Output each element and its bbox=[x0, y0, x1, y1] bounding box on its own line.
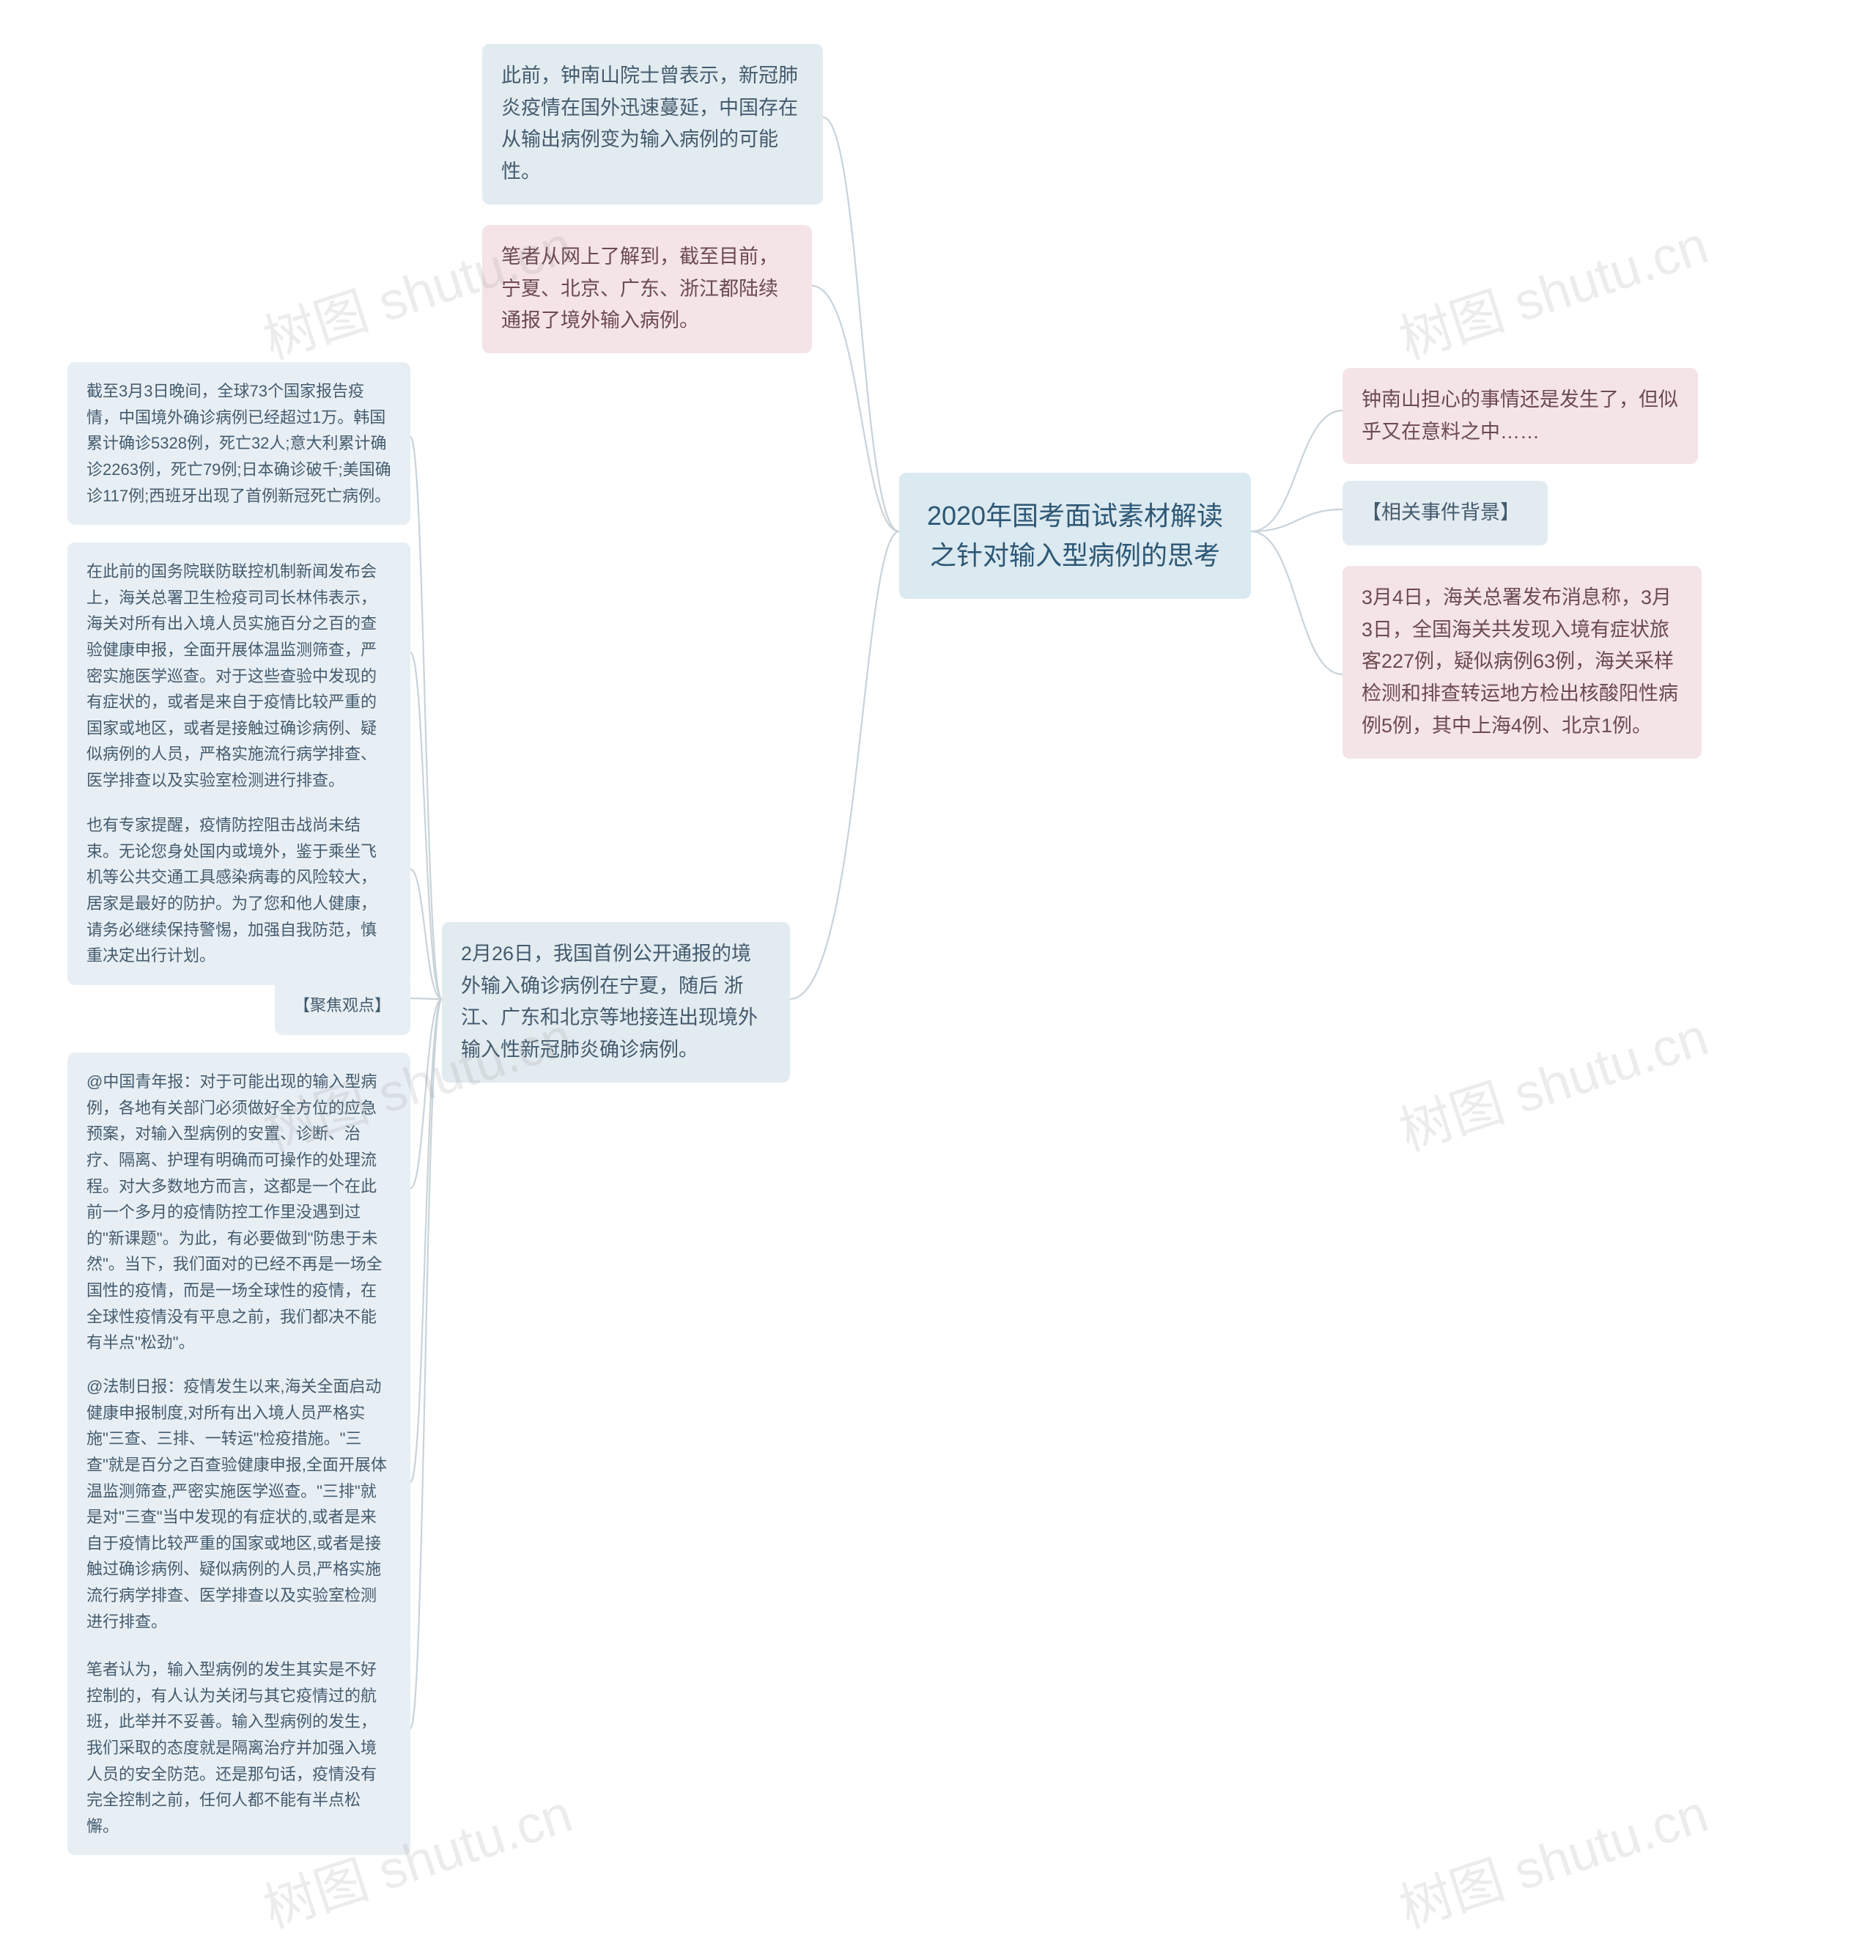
connector bbox=[1251, 410, 1343, 531]
connector bbox=[410, 999, 442, 1728]
connector bbox=[1251, 509, 1343, 531]
sub-node-s5[interactable]: @中国青年报：对于可能出现的输入型病例，各地有关部门必须做好全方位的应急预案，对… bbox=[67, 1053, 410, 1372]
left-node-l2[interactable]: 笔者从网上了解到，截至目前，宁夏、北京、广东、浙江都陆续通报了境外输入病例。 bbox=[482, 225, 812, 353]
connector bbox=[410, 999, 442, 1188]
sub-node-s2[interactable]: 在此前的国务院联防联控机制新闻发布会上，海关总署卫生检疫司司长林伟表示，海关对所… bbox=[67, 542, 410, 810]
watermark: 树图 shutu.cn bbox=[1388, 202, 1716, 374]
sub-node-s7[interactable]: 笔者认为，输入型病例的发生其实是不好控制的，有人认为关闭与其它疫情过的航班，此举… bbox=[67, 1640, 410, 1855]
left-node-l3[interactable]: 2月26日，我国首例公开通报的境外输入确诊病例在宁夏，随后 浙江、广东和北京等地… bbox=[442, 922, 790, 1083]
left-node-l1[interactable]: 此前，钟南山院士曾表示，新冠肺炎疫情在国外迅速蔓延，中国存在从输出病例变为输入病… bbox=[482, 44, 823, 205]
watermark: 树图 shutu.cn bbox=[1388, 993, 1716, 1165]
connector bbox=[410, 998, 442, 999]
sub-node-s6[interactable]: @法制日报：疫情发生以来,海关全面启动健康申报制度,对所有出入境人员严格实施"三… bbox=[67, 1357, 410, 1651]
sub-node-s4[interactable]: 【聚焦观点】 bbox=[275, 976, 410, 1035]
sub-node-s3[interactable]: 也有专家提醒，疫情防控阻击战尚未结束。无论您身处国内或境外，鉴于乘坐飞机等公共交… bbox=[67, 796, 410, 985]
connector bbox=[812, 286, 899, 531]
connector bbox=[410, 652, 442, 999]
mindmap-root[interactable]: 2020年国考面试素材解读之针对输入型病例的思考 bbox=[899, 473, 1251, 599]
connector bbox=[1251, 531, 1343, 674]
watermark: 树图 shutu.cn bbox=[1388, 1770, 1716, 1942]
right-node-r1[interactable]: 钟南山担心的事情还是发生了，但似乎又在意料之中…… bbox=[1343, 368, 1698, 464]
right-node-r2[interactable]: 【相关事件背景】 bbox=[1343, 481, 1548, 545]
sub-node-s1[interactable]: 截至3月3日晚间，全球73个国家报告疫情，中国境外确诊病例已经超过1万。韩国累计… bbox=[67, 362, 410, 525]
right-node-r3[interactable]: 3月4日，海关总署发布消息称，3月3日，全国海关共发现入境有症状旅客227例，疑… bbox=[1343, 566, 1702, 759]
connector bbox=[410, 437, 442, 999]
connector bbox=[410, 869, 442, 999]
connector bbox=[410, 999, 442, 1482]
connector bbox=[790, 531, 899, 999]
connector bbox=[823, 117, 899, 531]
